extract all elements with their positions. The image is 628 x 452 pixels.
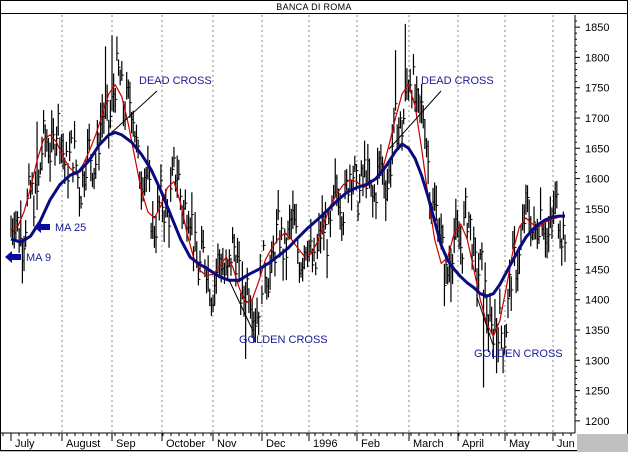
series-line-ma25 xyxy=(10,131,565,298)
arrow-ma9 xyxy=(5,251,21,263)
y-tick-label: 1400 xyxy=(585,295,609,307)
y-tick-label: 1200 xyxy=(585,416,609,428)
x-tick-label: May xyxy=(509,438,530,450)
x-tick-label: April xyxy=(462,438,484,450)
x-tick-label: 1996 xyxy=(313,438,337,450)
x-tick-label: March xyxy=(413,438,444,450)
annotation-leader xyxy=(228,279,254,332)
axes xyxy=(1,15,576,434)
y-tick-label: 1800 xyxy=(585,52,609,64)
series-line-ma9 xyxy=(10,84,566,337)
title-bar: BANCA DI ROMA xyxy=(1,1,627,14)
y-tick-label: 1600 xyxy=(585,174,609,186)
annotations: DEAD CROSS DEAD CROSS GOLDEN CROSS GOLDEN C… xyxy=(5,75,563,360)
y-tick-label: 1650 xyxy=(585,143,609,155)
y-tick-label: 1350 xyxy=(585,325,609,337)
legend-ma9: MA 9 xyxy=(26,252,51,264)
y-tick-label: 1300 xyxy=(585,355,609,367)
x-tick-label: August xyxy=(66,438,100,450)
x-tick-label: Dec xyxy=(266,438,286,450)
x-tick-label: Sep xyxy=(116,438,136,450)
arrow-left-icon xyxy=(5,251,21,263)
x-tick-label: July xyxy=(15,438,35,450)
moving-averages xyxy=(10,84,566,337)
annotation-leader xyxy=(388,90,442,150)
x-tick-label: Nov xyxy=(217,438,237,450)
annotation-golden-cross-2: GOLDEN CROSS xyxy=(474,348,563,360)
y-tick-label: 1700 xyxy=(585,113,609,125)
legend-ma25: MA 25 xyxy=(55,222,86,234)
annotation-dead-cross-1: DEAD CROSS xyxy=(139,75,212,87)
y-tick-label: 1450 xyxy=(585,264,609,276)
x-tick-label: Jun xyxy=(557,438,575,450)
annotation-leader xyxy=(108,90,158,136)
window-title: BANCA DI ROMA xyxy=(276,2,352,12)
x-axis-ticks: July August Sep October Nov Dec 1996 Feb March Ap… xyxy=(2,433,575,450)
y-tick-label: 1500 xyxy=(585,234,609,246)
corner-box xyxy=(577,434,628,451)
y-tick-label: 1850 xyxy=(585,22,609,34)
arrow-ma25 xyxy=(34,221,50,233)
annotation-golden-cross-1: GOLDEN CROSS xyxy=(239,334,328,346)
x-tick-label: Feb xyxy=(361,438,380,450)
arrow-left-icon xyxy=(34,221,50,233)
y-tick-label: 1750 xyxy=(585,83,609,95)
y-tick-label: 1250 xyxy=(585,386,609,398)
x-tick-label: October xyxy=(166,438,205,450)
y-tick-label: 1550 xyxy=(585,204,609,216)
y-axis-ticks: 1200 1250 1300 1350 1400 1450 1500 1550 1600 1650… xyxy=(575,20,609,428)
annotation-leader xyxy=(476,296,494,346)
annotation-dead-cross-2: DEAD CROSS xyxy=(421,75,494,87)
